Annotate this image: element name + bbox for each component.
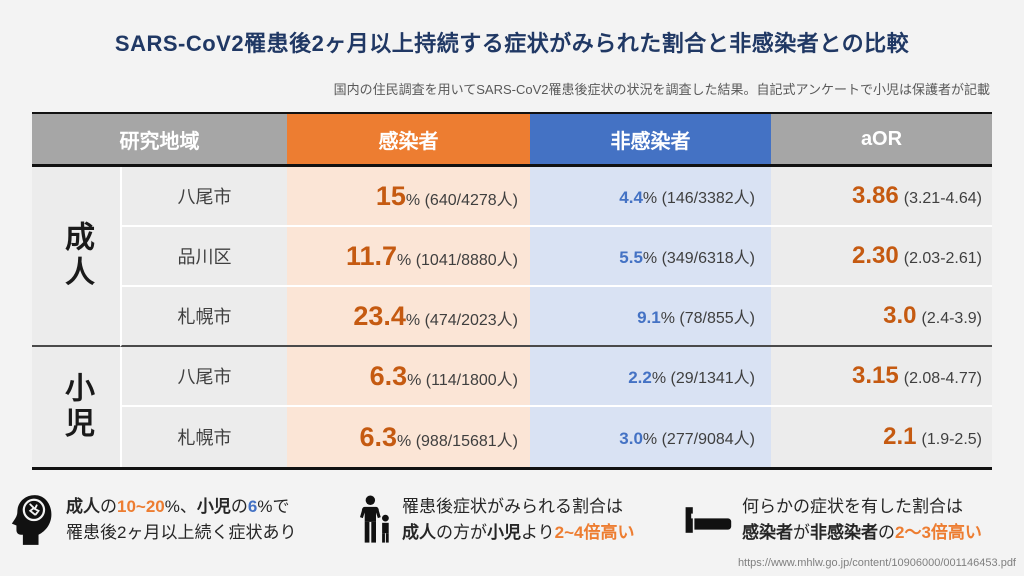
- note-text: 何らかの症状を有した割合は 感染者が非感染者の2〜3倍高い: [742, 497, 982, 542]
- table-row-cell-uninfected: 9.1% (78/855人): [530, 287, 771, 347]
- table-row-cell-aor: 3.86 (3.21-4.64): [771, 167, 992, 227]
- table-row-cell-uninfected: 3.0% (277/9084人): [530, 407, 771, 467]
- brain-head-icon: [10, 494, 56, 546]
- table-row-cell-city: 八尾市: [120, 167, 287, 227]
- table-row-cell-uninfected: 5.5% (349/6318人): [530, 227, 771, 287]
- table-row-cell-infected: 23.4% (474/2023人): [287, 287, 530, 347]
- group-label-adult: 成人: [32, 167, 120, 347]
- col-header-region: 研究地域: [32, 114, 287, 167]
- note-text: 成人の10~20%、小児の6%で 罹患後2ヶ月以上続く症状あり: [66, 497, 297, 542]
- table-row-cell-infected: 6.3% (988/15681人): [287, 407, 530, 467]
- group-label-child: 小児: [32, 347, 120, 467]
- table-row-cell-city: 札幌市: [120, 287, 287, 347]
- table-row-cell-infected: 15% (640/4278人): [287, 167, 530, 227]
- page-title: SARS-CoV2罹患後2ヶ月以上持続する症状がみられた割合と非感染者との比較: [114, 31, 910, 56]
- table-row-cell-infected: 6.3% (114/1800人): [287, 347, 530, 407]
- col-header-infected: 感染者: [287, 114, 530, 167]
- note-infected-vs-uninfected: 何らかの症状を有した割合は 感染者が非感染者の2〜3倍高い: [684, 494, 982, 546]
- table-row-cell-aor: 3.15 (2.08-4.77): [771, 347, 992, 407]
- table-row-cell-city: 品川区: [120, 227, 287, 287]
- note-text: 罹患後症状がみられる割合は 成人の方が小児より2~4倍高い: [402, 497, 635, 542]
- note-prevalence: 成人の10~20%、小児の6%で 罹患後2ヶ月以上続く症状あり: [10, 494, 296, 546]
- col-header-uninfected: 非感染者: [530, 114, 771, 167]
- note-adult-vs-child: 罹患後症状がみられる割合は 成人の方が小児より2~4倍高い: [360, 494, 635, 546]
- table-row-cell-aor: 2.1 (1.9-2.5): [771, 407, 992, 467]
- table-row-cell-uninfected: 4.4% (146/3382人): [530, 167, 771, 227]
- table-row-cell-aor: 3.0 (2.4-3.9): [771, 287, 992, 347]
- col-header-aor: aOR: [771, 114, 992, 167]
- table-row-cell-city: 八尾市: [120, 347, 287, 407]
- table-row-cell-uninfected: 2.2% (29/1341人): [530, 347, 771, 407]
- bed-icon: [684, 503, 732, 537]
- table-row-cell-infected: 11.7% (1041/8880人): [287, 227, 530, 287]
- comparison-table: 研究地域 感染者 非感染者 aOR 成人 八尾市 15% (640/4278人)…: [32, 112, 992, 470]
- table-row-cell-city: 札幌市: [120, 407, 287, 467]
- page-subtitle: 国内の住民調査を用いてSARS-CoV2罹患後症状の状況を調査した結果。自記式ア…: [333, 82, 990, 97]
- adult-child-icon: [360, 495, 392, 545]
- source-url: https://www.mhlw.go.jp/content/10906000/…: [737, 557, 1016, 569]
- table-row-cell-aor: 2.30 (2.03-2.61): [771, 227, 992, 287]
